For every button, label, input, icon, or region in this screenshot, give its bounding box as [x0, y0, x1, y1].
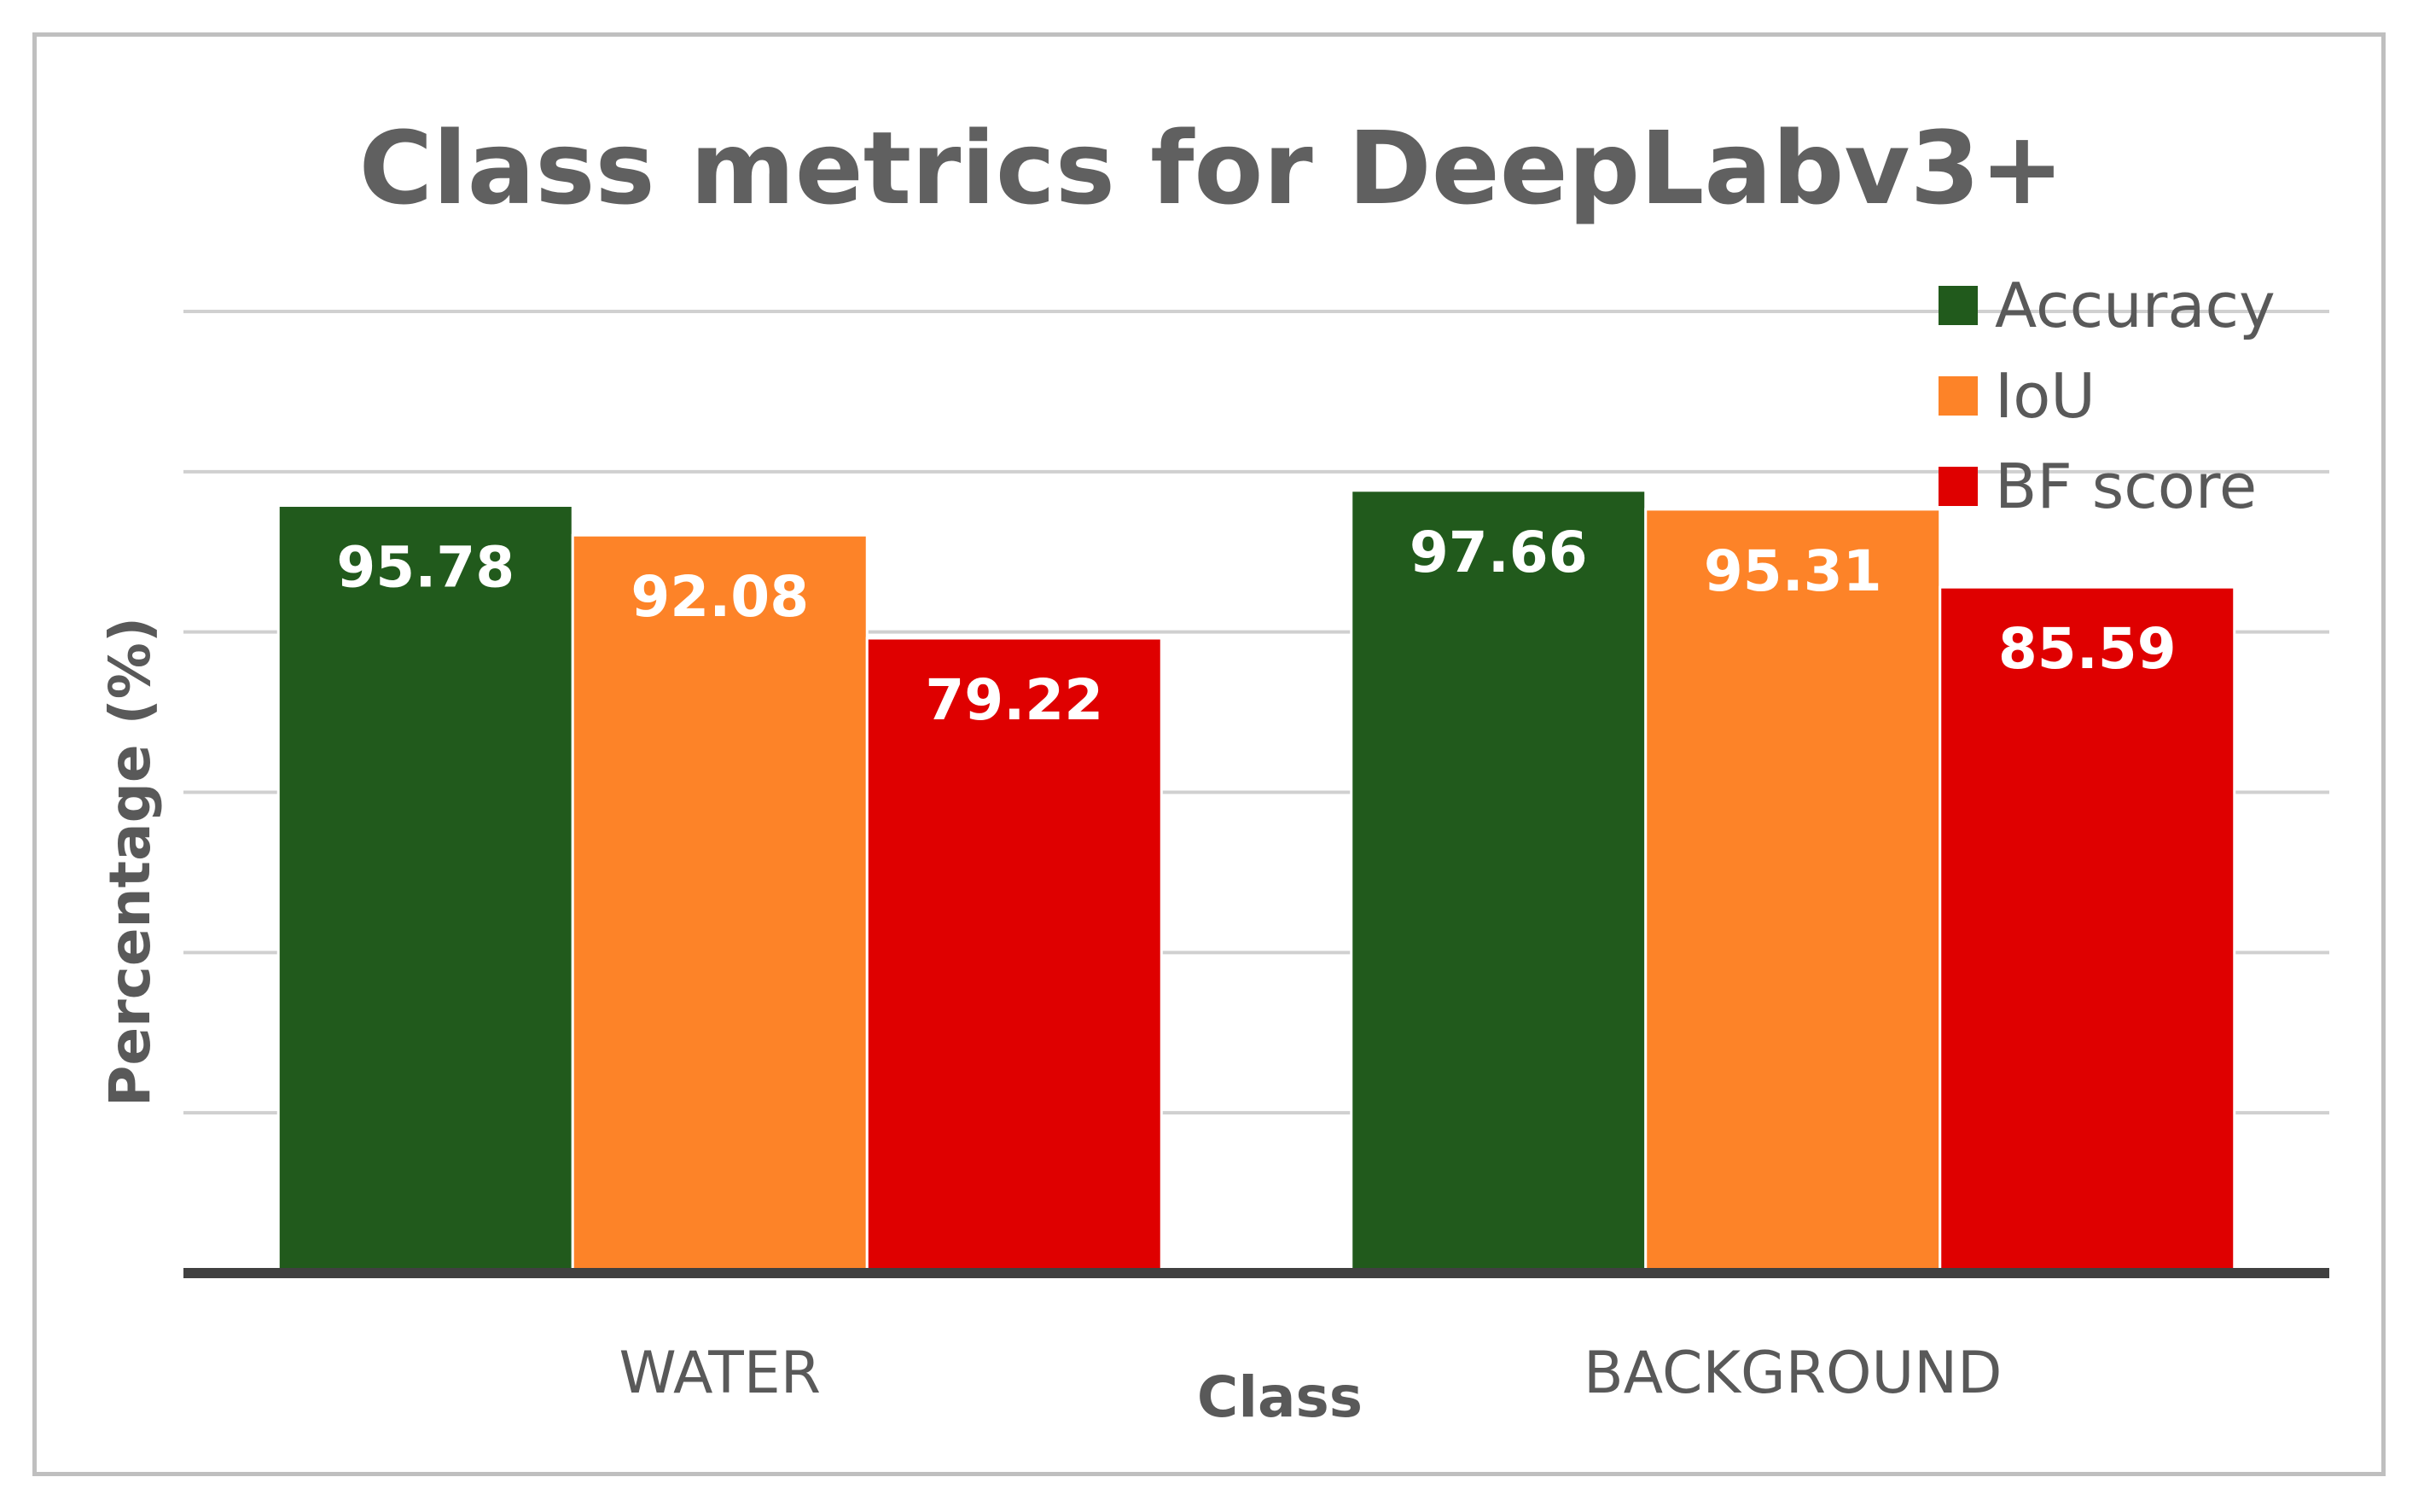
legend-label-iou: IoU	[1995, 360, 2096, 432]
bar-iou-background	[1644, 508, 1942, 1275]
bar-bf-score-background	[1939, 585, 2236, 1275]
data-labels: 95.78 92.08 79.22 97.66 95.31 85.59	[336, 520, 2176, 733]
data-label-accuracy-water: 95.78	[336, 534, 514, 600]
bar-accuracy-background	[1350, 489, 1648, 1275]
bar-accuracy-water	[276, 503, 574, 1275]
x-tick-label: WATER	[619, 1340, 821, 1407]
x-axis-title: Class	[1197, 1364, 1363, 1430]
data-label-accuracy-background: 97.66	[1410, 520, 1588, 585]
bars	[276, 489, 2236, 1275]
legend-label-bf-score: BF score	[1995, 451, 2257, 522]
legend-swatch-bf-score	[1939, 467, 1978, 506]
legend-swatch-iou	[1939, 376, 1978, 416]
y-axis-title: Percentage (%)	[97, 617, 163, 1107]
data-label-bf-score-water: 79.22	[925, 667, 1103, 733]
data-label-iou-water: 92.08	[631, 564, 809, 630]
legend-label-accuracy: Accuracy	[1995, 270, 2276, 341]
bar-bf-score-water	[865, 637, 1163, 1275]
bar-iou-water	[571, 533, 869, 1275]
x-tick-labels: WATER BACKGROUND	[619, 1340, 2002, 1407]
chart-title: Class metrics for DeepLabv3+	[359, 109, 2065, 227]
legend: Accuracy IoU BF score	[1939, 270, 2276, 522]
x-tick-label: BACKGROUND	[1584, 1340, 2003, 1407]
data-label-bf-score-background: 85.59	[1998, 616, 2177, 682]
legend-swatch-accuracy	[1939, 286, 1978, 325]
data-label-iou-background: 95.31	[1704, 538, 1882, 604]
